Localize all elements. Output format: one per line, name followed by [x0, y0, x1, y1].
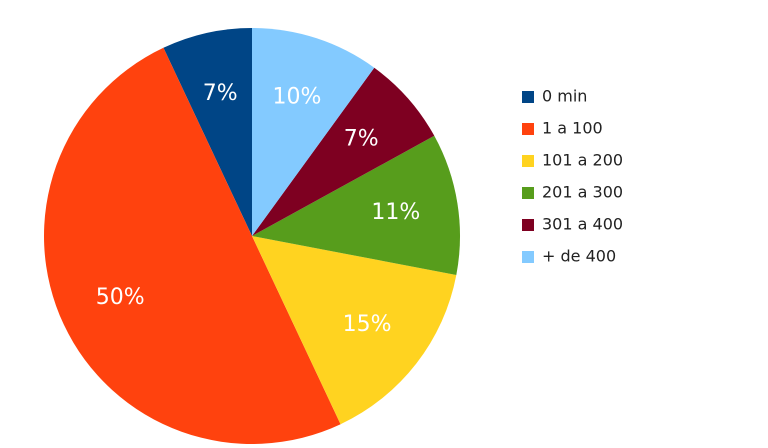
legend-swatch — [522, 187, 534, 199]
legend-label: 101 a 200 — [542, 151, 623, 170]
pie-slice — [44, 47, 341, 445]
slice-label: 7% — [344, 127, 379, 152]
legend-swatch — [522, 155, 534, 167]
legend-swatch — [522, 219, 534, 231]
slice-label: 11% — [371, 200, 420, 225]
pie-slice — [252, 236, 457, 425]
legend-swatch — [522, 123, 534, 135]
legend-label: + de 400 — [542, 247, 616, 266]
slice-label: 7% — [203, 81, 238, 106]
legend-swatch — [522, 91, 534, 103]
legend-swatch — [522, 251, 534, 263]
pie-slice — [252, 28, 375, 236]
slice-label: 10% — [273, 85, 322, 110]
legend-label: 201 a 300 — [542, 183, 623, 202]
legend-label: 301 a 400 — [542, 215, 623, 234]
pie-slice — [252, 135, 460, 275]
legend-label: 0 min — [542, 87, 587, 106]
legend-label: 1 a 100 — [542, 119, 603, 138]
slice-label: 50% — [96, 285, 145, 310]
pie-slice — [252, 67, 435, 237]
slice-label: 15% — [343, 312, 392, 337]
pie-slice — [163, 28, 252, 236]
